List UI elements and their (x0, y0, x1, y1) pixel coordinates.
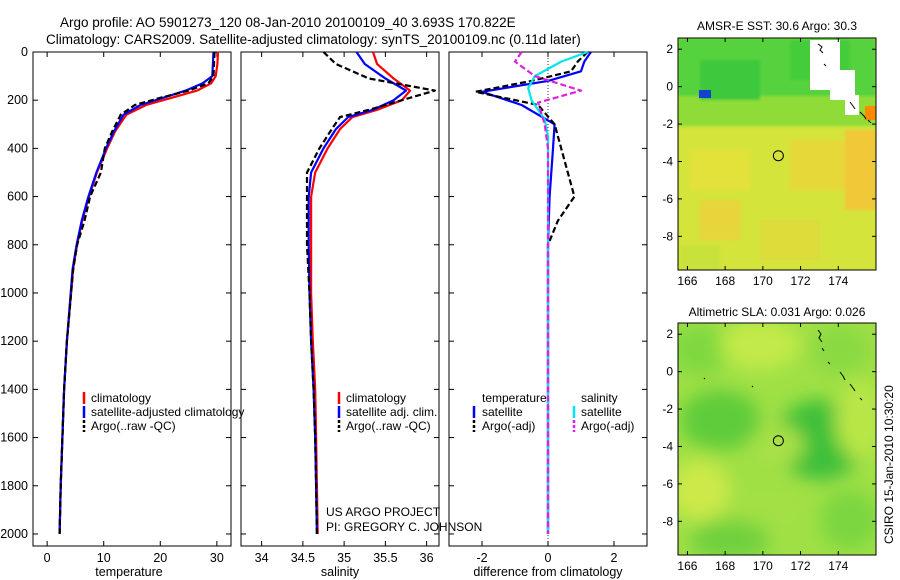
credit-pi: PI: GREGORY C. JOHNSON (326, 520, 482, 534)
sla-map-frame (677, 322, 877, 556)
y-tick-label: 1600 (0, 431, 28, 445)
figure-title-line2: Climatology: CARS2009. Satellite-adjuste… (46, 32, 581, 47)
map-y-tick-label: 0 (666, 365, 673, 379)
sla-map-field (678, 323, 876, 555)
map-x-tick-label: 172 (791, 274, 811, 288)
legend-header-temperature: temperature (482, 391, 547, 405)
salinity-legend: climatology satellite adj. clim. Argo(..… (337, 391, 437, 433)
y-tick-label: 800 (7, 238, 28, 252)
sst-map-field (678, 38, 876, 270)
series-line-satellite-adjusted-climatology (58, 51, 215, 535)
series-line-argo-raw-qc- (58, 51, 216, 535)
map-x-tick-label: 168 (715, 559, 735, 573)
legend-label-argo: Argo(..raw -QC) (91, 419, 176, 433)
series-line-argo-raw-qc- (305, 51, 436, 535)
y-tick-label: 1200 (0, 334, 28, 348)
figure-title-line1: Argo profile: AO 5901273_120 08-Jan-2010… (60, 15, 516, 30)
map-y-tick-label: 2 (666, 327, 673, 341)
x-tick-label: 20 (153, 551, 167, 565)
salinity-series (305, 51, 436, 535)
x-tick-label: 34.5 (291, 551, 315, 565)
sst-warm-patch (865, 106, 876, 120)
sst-coastline (817, 43, 872, 124)
temperature-legend: climatology satellite-adjusted climatolo… (82, 391, 244, 433)
map-x-tick-label: 170 (753, 274, 773, 288)
x-tick-label: 10 (97, 551, 111, 565)
map-y-tick-label: -4 (662, 154, 673, 168)
legend-label-satellite-adjusted: satellite-adjusted climatology (91, 405, 244, 419)
x-tick-label: 30 (210, 551, 224, 565)
salinity-panel-frame (240, 51, 440, 547)
sst-map-title: AMSR-E SST: 30.6 Argo: 30.3 (697, 19, 857, 33)
map-x-tick-label: 168 (715, 274, 735, 288)
x-tick-label: 35 (337, 551, 351, 565)
x-tick-label: 36 (420, 551, 434, 565)
map-x-tick-label: 170 (753, 559, 773, 573)
legend-header-salinity: salinity (581, 391, 618, 405)
salinity-axes: 34 34.5 35 35.5 36 (241, 51, 439, 565)
x-tick-label: 34 (255, 551, 269, 565)
map-x-tick-label: 166 (677, 274, 697, 288)
temperature-panel-frame (32, 51, 232, 547)
map-y-tick-label: -8 (662, 514, 673, 528)
sst-argo-marker (772, 150, 784, 162)
x-tick-label: 2 (611, 551, 618, 565)
map-x-tick-label: 166 (677, 559, 697, 573)
map-x-tick-label: 174 (828, 559, 848, 573)
legend-label-temp-argo: Argo(-adj) (482, 419, 535, 433)
x-tick-label: -2 (476, 551, 487, 565)
x-tick-label: 0 (44, 551, 51, 565)
y-tick-label: 1400 (0, 382, 28, 396)
y-tick-label: 600 (7, 190, 28, 204)
sst-cold-patch (699, 90, 711, 98)
sst-map-frame (677, 37, 877, 271)
series-line-salinity-argo-adj- (513, 51, 583, 534)
difference-axes: -2 0 2 (449, 51, 647, 565)
y-tick-label: 1000 (0, 286, 28, 300)
y-tick-label: 0 (21, 45, 28, 59)
map-y-tick-label: -2 (662, 402, 673, 416)
y-tick-label: 400 (7, 141, 28, 155)
temperature-xlabel: temperature (95, 565, 162, 579)
legend-label-satellite-adj: satellite adj. clim. (346, 405, 437, 419)
map-x-tick-label: 174 (828, 274, 848, 288)
map-y-tick-label: -6 (662, 477, 673, 491)
map-y-tick-label: -6 (662, 192, 673, 206)
map-y-tick-label: 0 (666, 80, 673, 94)
y-tick-label: 1800 (0, 479, 28, 493)
sla-map-axes: 166 168 170 172 174 2 0 -2 -4 -6 -8 (662, 323, 876, 573)
credit-project: US ARGO PROJECT (326, 505, 441, 519)
x-tick-label: 0 (545, 551, 552, 565)
map-y-tick-label: -2 (662, 117, 673, 131)
legend-label-climatology: climatology (91, 391, 151, 405)
series-line-climatology (310, 51, 412, 535)
difference-legend: temperature salinity satellite Argo(-adj… (472, 391, 634, 433)
sst-map-axes: 166 168 170 172 174 2 0 -2 -4 -6 -8 (662, 38, 876, 288)
legend-label-argo: Argo(..raw -QC) (346, 419, 431, 433)
sla-map-title: Altimetric SLA: 0.031 Argo: 0.026 (689, 305, 866, 319)
y-tick-label: 2000 (0, 527, 28, 541)
legend-label-sal-argo: Argo(-adj) (581, 419, 634, 433)
map-y-tick-label: 2 (666, 42, 673, 56)
map-y-tick-label: -4 (662, 439, 673, 453)
map-x-tick-label: 172 (791, 559, 811, 573)
y-tick-label: 200 (7, 93, 28, 107)
sla-coastline (703, 329, 863, 401)
x-tick-label: 35.5 (373, 551, 397, 565)
temperature-axes: 0 10 20 30 0 200 400 600 800 1000 1200 1400 1600 1800… (0, 45, 231, 565)
temperature-series (58, 51, 220, 535)
sla-argo-marker (772, 435, 784, 447)
legend-label-sal-satellite: satellite (581, 405, 622, 419)
legend-label-temp-satellite: satellite (482, 405, 523, 419)
map-y-tick-label: -8 (662, 229, 673, 243)
difference-xlabel: difference from climatology (473, 565, 623, 579)
difference-series (474, 50, 592, 534)
legend-label-climatology: climatology (346, 391, 406, 405)
salinity-xlabel: salinity (321, 565, 360, 579)
side-timestamp: CSIRO 15-Jan-2010 10:30:20 (882, 385, 896, 544)
